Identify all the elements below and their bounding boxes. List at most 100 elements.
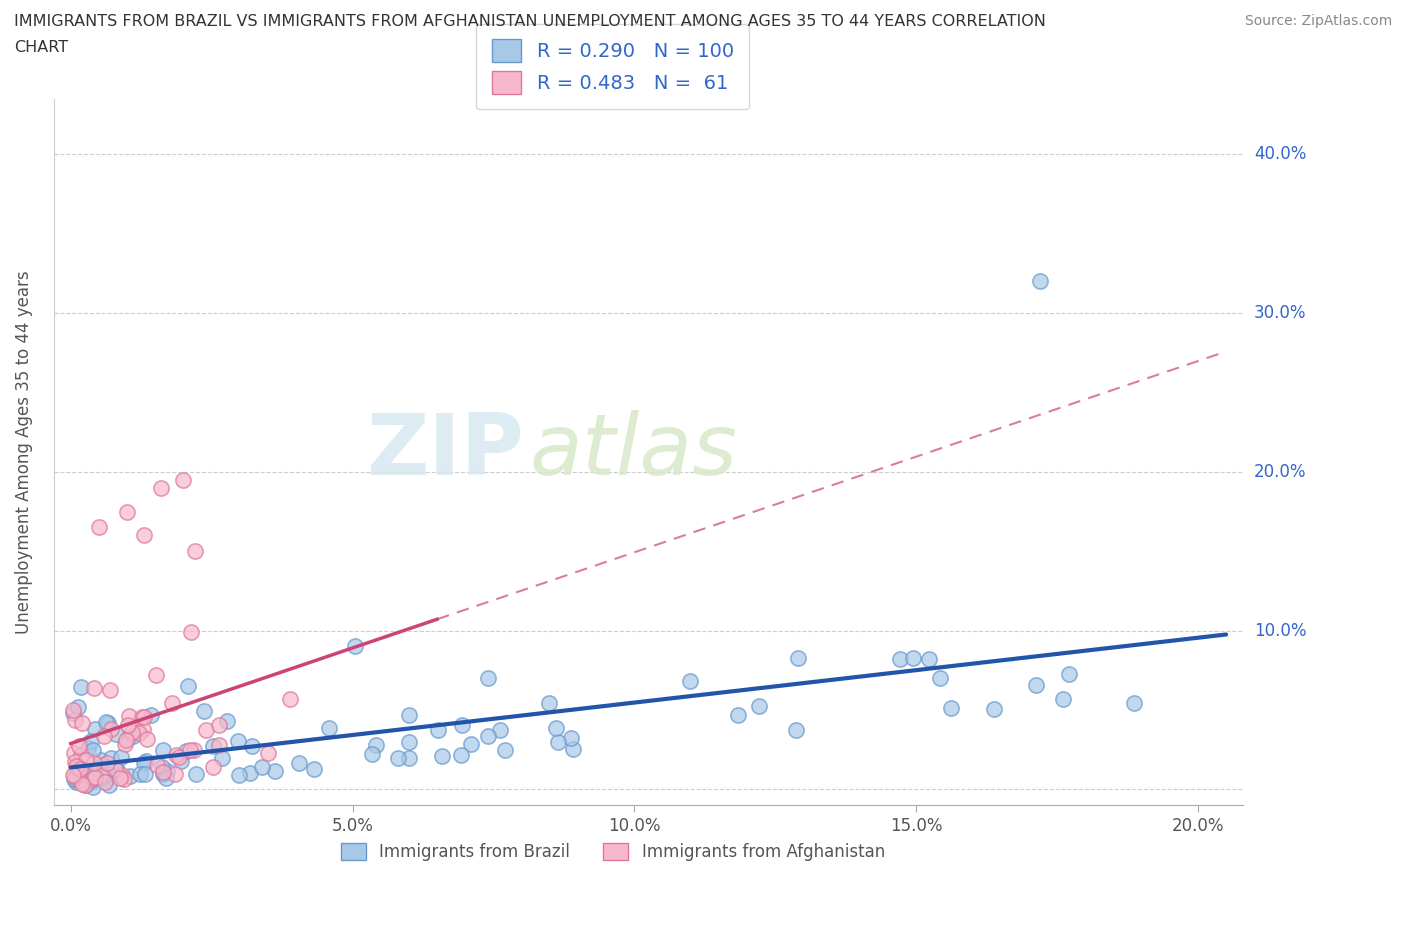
Point	[145, 668, 167, 683]
Point	[547, 735, 569, 750]
Point	[83, 770, 105, 785]
Point	[100, 751, 122, 765]
Point	[75, 753, 97, 768]
Point	[201, 759, 224, 774]
Point	[561, 742, 583, 757]
Point	[318, 721, 340, 736]
Point	[538, 696, 561, 711]
Point	[110, 770, 132, 785]
Point	[83, 681, 105, 696]
Point	[117, 730, 139, 745]
Point	[398, 751, 420, 765]
Point	[121, 724, 143, 739]
Point	[432, 749, 454, 764]
Point	[121, 728, 143, 743]
Point	[184, 767, 207, 782]
Point	[460, 737, 482, 751]
Point	[156, 764, 179, 778]
Point	[201, 738, 224, 753]
Text: 30.0%: 30.0%	[1254, 304, 1306, 322]
Text: Source: ZipAtlas.com: Source: ZipAtlas.com	[1244, 14, 1392, 28]
Legend: Immigrants from Brazil, Immigrants from Afghanistan: Immigrants from Brazil, Immigrants from …	[335, 836, 891, 868]
Text: atlas: atlas	[530, 410, 738, 494]
Point	[228, 767, 250, 782]
Point	[426, 722, 449, 737]
Point	[82, 771, 104, 786]
Point	[939, 700, 962, 715]
Point	[65, 713, 87, 728]
Point	[361, 747, 384, 762]
Point	[150, 759, 173, 774]
Point	[983, 701, 1005, 716]
Point	[96, 715, 118, 730]
Point	[170, 753, 193, 768]
Point	[65, 758, 87, 773]
Point	[84, 722, 107, 737]
Point	[494, 742, 516, 757]
Point	[63, 746, 86, 761]
Point	[152, 743, 174, 758]
Point	[174, 743, 197, 758]
Point	[80, 775, 103, 790]
Point	[152, 766, 174, 781]
Point	[165, 748, 187, 763]
Point	[107, 767, 129, 782]
Point	[136, 732, 159, 747]
Point	[66, 699, 89, 714]
Point	[63, 769, 86, 784]
Point	[98, 683, 121, 698]
Point	[1025, 677, 1047, 692]
Point	[132, 722, 155, 737]
Point	[90, 767, 112, 782]
Point	[94, 714, 117, 729]
Point	[82, 780, 104, 795]
Point	[1052, 692, 1074, 707]
Point	[176, 679, 198, 694]
Point	[131, 710, 153, 724]
Point	[111, 768, 134, 783]
Point	[75, 777, 97, 792]
Point	[450, 748, 472, 763]
Point	[83, 755, 105, 770]
Point	[110, 750, 132, 764]
Point	[208, 718, 231, 733]
Point	[128, 725, 150, 740]
Point	[90, 752, 112, 767]
Point	[115, 504, 138, 519]
Point	[93, 729, 115, 744]
Point	[1057, 666, 1080, 681]
Point	[104, 727, 127, 742]
Point	[67, 738, 90, 753]
Point	[194, 723, 217, 737]
Point	[87, 520, 110, 535]
Point	[785, 723, 807, 737]
Point	[477, 671, 499, 685]
Point	[366, 737, 388, 752]
Point	[155, 771, 177, 786]
Point	[153, 764, 176, 779]
Point	[398, 735, 420, 750]
Point	[288, 756, 311, 771]
Y-axis label: Unemployment Among Ages 35 to 44 years: Unemployment Among Ages 35 to 44 years	[15, 270, 32, 633]
Point	[65, 775, 87, 790]
Point	[239, 765, 262, 780]
Point	[387, 751, 409, 765]
Point	[72, 715, 94, 730]
Point	[183, 743, 205, 758]
Point	[63, 772, 86, 787]
Point	[97, 766, 120, 781]
Point	[70, 679, 93, 694]
Point	[94, 772, 117, 787]
Point	[104, 762, 127, 777]
Text: 40.0%: 40.0%	[1254, 145, 1306, 164]
Point	[901, 650, 924, 665]
Point	[82, 743, 104, 758]
Point	[77, 740, 100, 755]
Point	[80, 734, 103, 749]
Point	[211, 751, 233, 765]
Point	[100, 721, 122, 736]
Point	[727, 708, 749, 723]
Point	[167, 750, 190, 764]
Text: 20.0%: 20.0%	[1254, 463, 1306, 481]
Point	[73, 762, 96, 777]
